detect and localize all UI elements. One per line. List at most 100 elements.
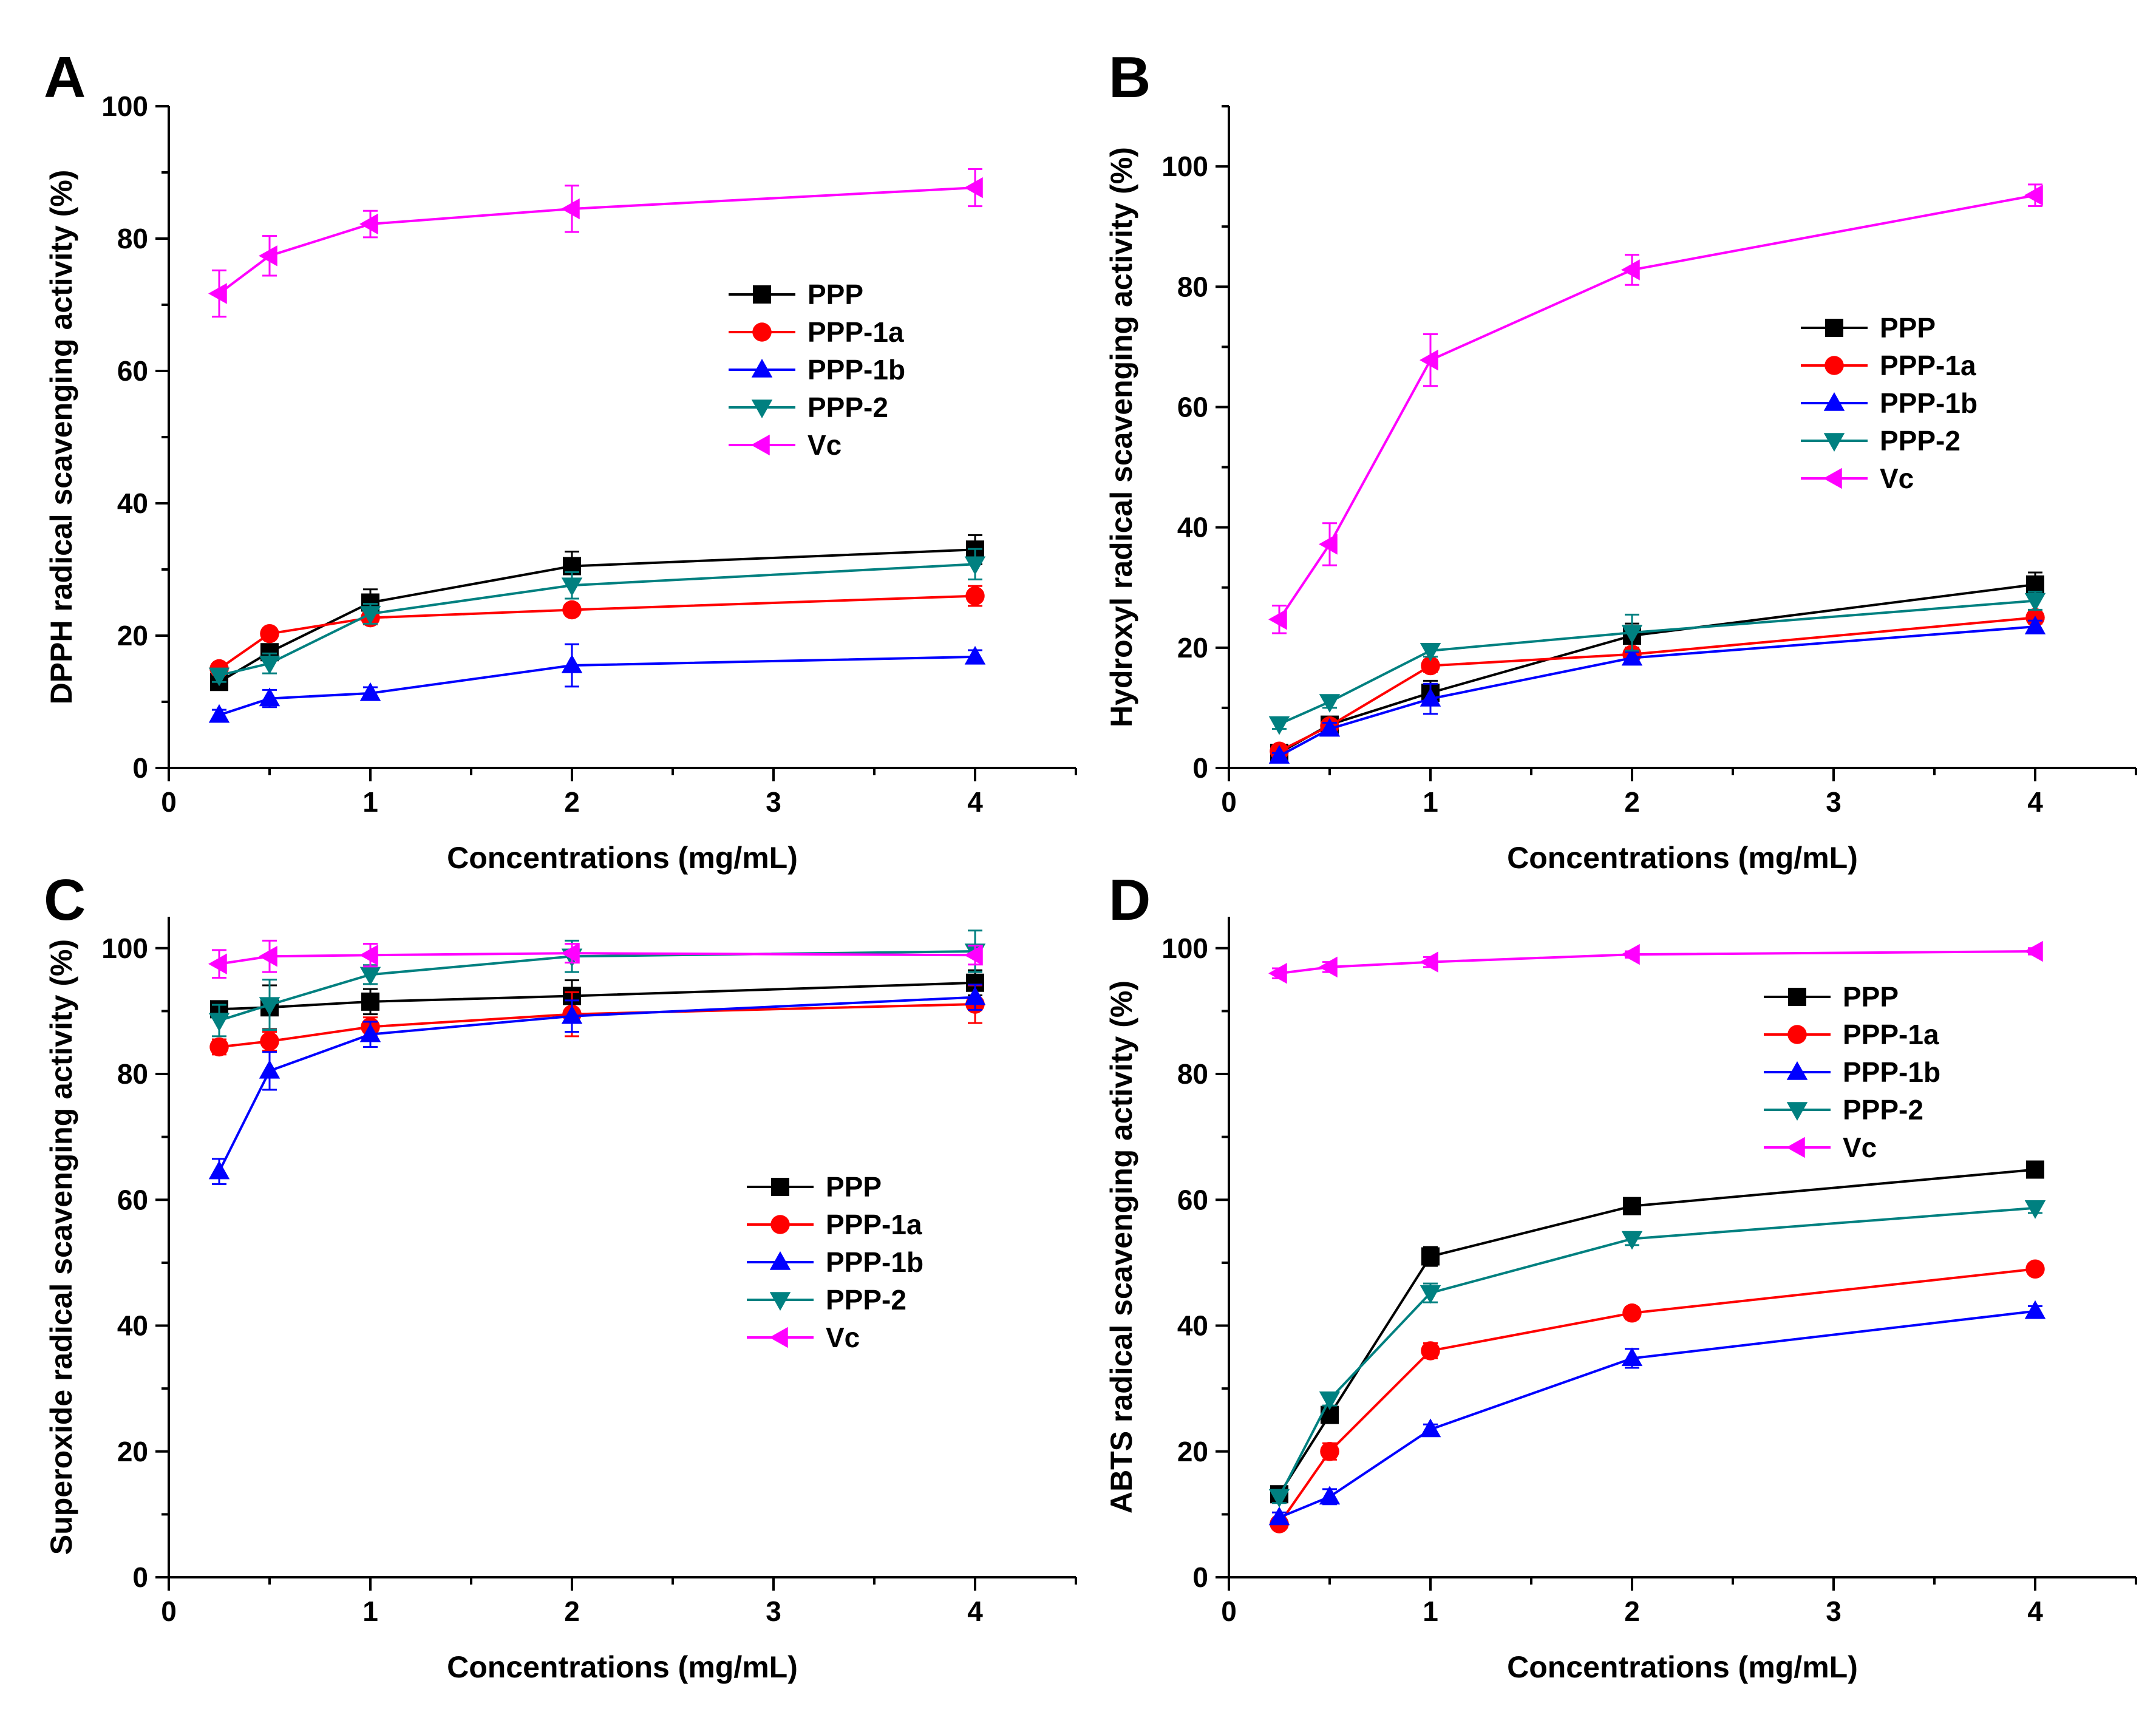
y-tick-label: 100 [1161,933,1208,964]
y-axis-title: Hydroxyl radical scavenging activity (%) [1104,147,1138,727]
series-vc [1268,940,2043,984]
data-point [1268,1506,1290,1526]
data-point [1421,1247,1440,1266]
data-point [259,656,281,674]
data-point [561,654,583,673]
data-point [359,1023,381,1042]
data-point [1621,943,1640,965]
data-point [1319,956,1338,978]
x-tick-label: 0 [1221,786,1237,818]
series-ppp [1270,1160,2044,1504]
legend-label: PPP [808,279,863,310]
x-tick-label: 4 [2027,786,2043,818]
y-axis-title: DPPH radical scavenging activity (%) [44,170,78,705]
data-point [208,704,230,723]
legend-marker [771,1178,789,1196]
legend: PPP PPP-1a PPP-1b PPP-2 Vc [1764,981,1940,1163]
y-tick-label: 20 [1177,1436,1208,1467]
legend-marker [752,322,772,342]
data-point [1319,694,1341,713]
y-tick-label: 100 [101,933,148,964]
y-tick-label: 80 [1177,271,1208,302]
legend-item: PPP-1b [1764,1056,1940,1088]
series-ppp-1b [1268,616,2046,764]
legend-item: PPP [747,1171,882,1203]
y-tick-label: 80 [117,223,148,254]
x-tick-label: 4 [967,786,983,818]
data-point [259,1059,281,1079]
data-point [2024,185,2043,206]
legend-marker [769,1251,791,1270]
y-tick-label: 20 [1177,632,1208,664]
x-tick-label: 4 [967,1595,983,1627]
panel-letter: B [1109,45,1151,110]
series-line [219,1003,976,1048]
x-axis-title: Concentrations (mg/mL) [1507,841,1858,875]
x-tick-label: 1 [362,786,378,818]
data-point [260,623,279,644]
series-line [219,952,976,965]
data-point [259,245,277,267]
data-point [561,942,580,964]
legend-item: PPP-1b [729,354,905,386]
series-ppp-2 [1268,1200,2046,1508]
series-vc [208,168,983,318]
data-point [563,557,581,576]
x-axis-title: Concentrations (mg/mL) [447,841,798,875]
data-point [208,283,227,304]
x-tick-label: 1 [1423,1595,1438,1627]
legend-label: PPP-2 [826,1284,906,1316]
y-tick-label: 80 [117,1058,148,1090]
data-point [1420,951,1438,973]
data-point [561,577,583,597]
y-tick-label: 20 [117,620,148,651]
data-point [1622,1303,1642,1323]
data-point [1319,534,1338,555]
data-point [966,973,984,992]
data-point [259,997,281,1016]
x-tick-label: 1 [362,1595,378,1627]
legend-label: Vc [826,1322,860,1353]
data-point [2025,1259,2045,1279]
legend-label: PPP-2 [1880,425,1960,457]
x-axis-title: Concentrations (mg/mL) [447,1650,798,1684]
data-point [1320,1442,1339,1461]
data-point [359,967,381,986]
data-point [359,682,381,701]
legend-marker [769,1327,788,1348]
y-tick-label: 20 [117,1436,148,1467]
data-point [1621,259,1640,280]
legend-item: Vc [747,1322,860,1353]
y-tick-label: 100 [101,90,148,122]
data-point [1621,625,1643,644]
x-tick-label: 2 [564,786,580,818]
legend-marker [1824,356,1844,375]
data-point [259,687,281,707]
legend-label: PPP [1880,312,1936,344]
legend-label: PPP-1a [1880,350,1976,381]
legend-item: Vc [1764,1132,1877,1163]
data-point [1621,647,1643,666]
legend: PPP PPP-1a PPP-1b PPP-2 Vc [1801,312,1977,494]
data-point [208,1013,230,1031]
data-point [965,586,985,606]
series-vc [1268,183,2043,634]
legend-item: PPP [1801,312,1936,344]
legend-marker [1787,1025,1807,1044]
legend-label: PPP-2 [808,392,888,423]
legend-item: Vc [729,429,842,461]
series-line [218,996,976,1172]
series-ppp-2 [1268,591,2046,735]
series-line [1279,625,2036,757]
x-tick-label: 3 [1826,1595,1841,1627]
legend-label: PPP-1b [1880,387,1977,419]
panel-letter: A [44,45,86,110]
y-tick-label: 40 [117,1310,148,1342]
y-tick-label: 40 [1177,1310,1208,1342]
y-tick-label: 60 [1177,391,1208,423]
x-tick-label: 1 [1423,786,1438,818]
legend-label: PPP-1b [1843,1056,1940,1088]
legend-label: PPP [826,1171,882,1203]
y-tick-label: 40 [117,488,148,519]
